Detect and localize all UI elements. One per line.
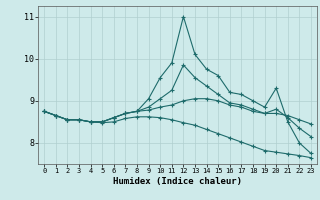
X-axis label: Humidex (Indice chaleur): Humidex (Indice chaleur) [113,177,242,186]
